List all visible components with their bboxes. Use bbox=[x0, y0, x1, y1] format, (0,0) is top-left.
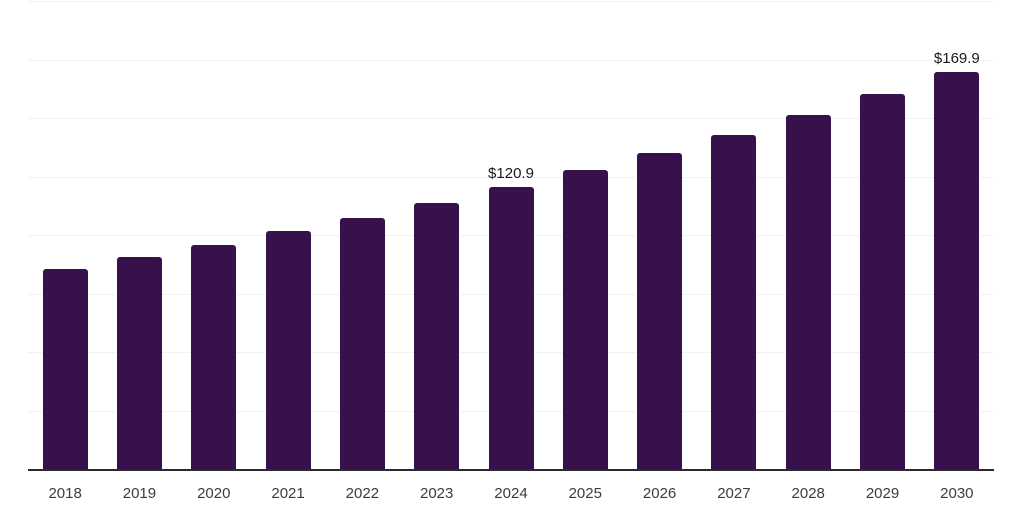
x-tick-2022: 2022 bbox=[345, 485, 380, 502]
bar-2018 bbox=[42, 268, 88, 470]
x-tick-2027: 2027 bbox=[717, 485, 751, 502]
bar-2019 bbox=[116, 257, 162, 470]
gridline-175 bbox=[28, 59, 994, 61]
x-tick-2019: 2019 bbox=[122, 485, 157, 502]
bar-2028 bbox=[785, 115, 831, 470]
x-tick-2018: 2018 bbox=[48, 485, 82, 502]
bar-2030 bbox=[934, 72, 980, 470]
x-tick-2028: 2028 bbox=[791, 485, 825, 502]
gridline-125 bbox=[28, 176, 994, 178]
x-tick-2029: 2029 bbox=[865, 485, 900, 502]
x-tick-2030: 2030 bbox=[940, 485, 974, 502]
bar-value-label-2024: $120.9 bbox=[488, 165, 534, 183]
bar-2021 bbox=[265, 231, 311, 470]
bar-2024 bbox=[488, 187, 534, 470]
x-tick-2026: 2026 bbox=[642, 485, 677, 502]
x-tick-2020: 2020 bbox=[197, 485, 231, 502]
bar-value-label-2030: $169.9 bbox=[933, 50, 980, 68]
x-tick-2025: 2025 bbox=[568, 485, 602, 502]
x-tick-2023: 2023 bbox=[419, 485, 454, 502]
x-axis-line bbox=[28, 469, 994, 471]
bar-2023 bbox=[414, 202, 460, 470]
gridline-150 bbox=[28, 118, 994, 119]
gridline-200 bbox=[28, 1, 994, 2]
bar-2022 bbox=[339, 217, 385, 470]
x-tick-2024: 2024 bbox=[494, 485, 528, 502]
bar-2026 bbox=[637, 153, 683, 470]
bar-2025 bbox=[562, 170, 608, 470]
bar-2020 bbox=[191, 244, 237, 470]
x-axis-labels: 2018 2019 2020 2021 2022 2023 2024 2025 2026 2027… bbox=[28, 486, 994, 506]
bar-2027 bbox=[711, 134, 757, 470]
plot-area: $120.9 $169.9 bbox=[28, 1, 994, 471]
x-tick-2021: 2021 bbox=[271, 485, 305, 502]
bar-2029 bbox=[860, 94, 906, 470]
